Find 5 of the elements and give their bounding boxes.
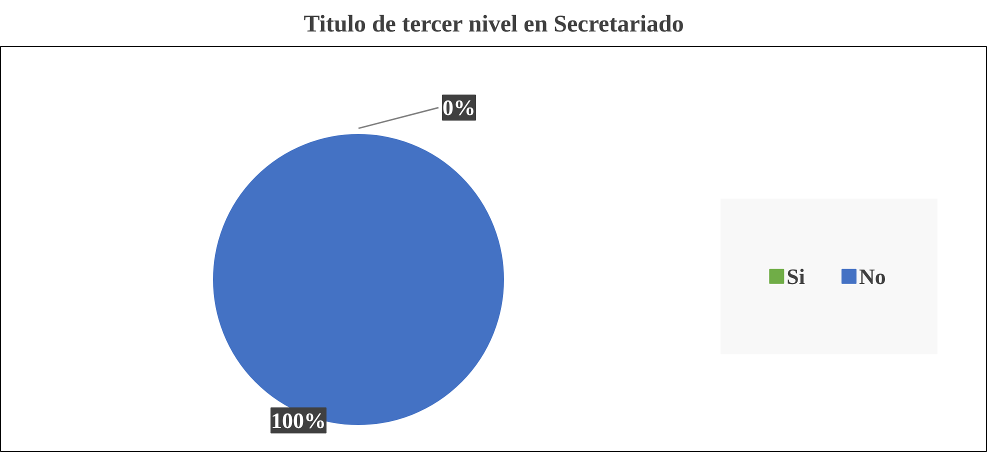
data-label: 100% [271,408,326,433]
legend-label: No [859,264,886,289]
chart-title: Titulo de tercer nivel en Secretariado [304,12,684,38]
text: 0% [442,95,476,120]
legend-label: Si [786,264,806,289]
